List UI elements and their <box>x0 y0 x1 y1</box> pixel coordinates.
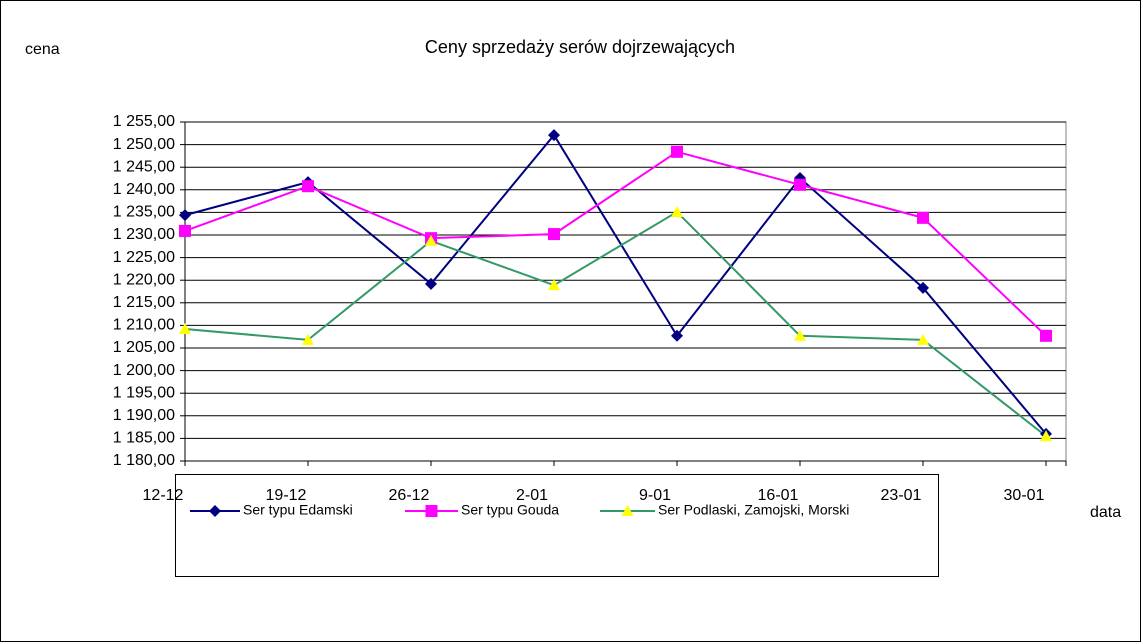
marker <box>671 329 683 342</box>
marker <box>425 277 437 290</box>
marker <box>179 224 191 237</box>
marker <box>1040 329 1052 342</box>
marker <box>302 180 314 193</box>
y-tick-label: 1 205,00 <box>113 339 175 356</box>
y-tick-label: 1 230,00 <box>113 226 175 243</box>
plot-area <box>184 121 1067 462</box>
series-line <box>184 133 1047 435</box>
marker <box>1040 430 1052 442</box>
marker <box>548 129 560 142</box>
y-tick-label: 1 220,00 <box>113 271 175 288</box>
y-tick-label: 1 250,00 <box>113 136 175 153</box>
marker <box>179 323 191 335</box>
marker <box>425 234 437 246</box>
series-line <box>184 150 1047 337</box>
marker <box>209 505 221 517</box>
x-tick-label: 9-01 <box>639 487 671 504</box>
marker <box>794 329 806 341</box>
marker <box>179 209 191 222</box>
y-tick-label: 1 240,00 <box>113 181 175 198</box>
marker <box>621 505 634 516</box>
marker <box>548 228 560 241</box>
y-tick-label: 1 235,00 <box>113 204 175 221</box>
marker <box>425 505 438 517</box>
x-tick-label: 23-01 <box>881 487 922 504</box>
x-tick-label: 16-01 <box>758 487 799 504</box>
series-line <box>184 210 1047 437</box>
y-axis-label: cena <box>25 41 60 58</box>
marker <box>917 281 929 294</box>
legend-label: Ser Podlaski, Zamojski, Morski <box>658 502 849 518</box>
y-tick-label: 1 180,00 <box>113 452 175 469</box>
y-tick-label: 1 190,00 <box>113 407 175 424</box>
y-tick-label: 1 215,00 <box>113 294 175 311</box>
y-tick-label: 1 210,00 <box>113 317 175 334</box>
legend-label: Ser typu Edamski <box>243 502 353 518</box>
marker <box>794 178 806 191</box>
marker <box>302 333 314 345</box>
y-tick-label: 1 185,00 <box>113 430 175 447</box>
marker <box>917 211 929 224</box>
marker <box>671 205 683 217</box>
legend-label: Ser typu Gouda <box>461 502 559 518</box>
marker <box>671 145 683 158</box>
marker <box>548 279 560 291</box>
y-tick-label: 1 225,00 <box>113 249 175 266</box>
x-tick-label: 19-12 <box>266 487 307 504</box>
y-tick-label: 1 245,00 <box>113 158 175 175</box>
y-tick-label: 1 200,00 <box>113 362 175 379</box>
x-axis-label: data <box>1090 504 1121 521</box>
chart-title: Ceny sprzedaży serów dojrzewających <box>425 37 735 57</box>
marker <box>917 333 929 345</box>
x-tick-label: 26-12 <box>389 487 430 504</box>
legend-box <box>175 474 939 577</box>
y-tick-label: 1 195,00 <box>113 384 175 401</box>
x-tick-label: 12-12 <box>143 487 184 504</box>
y-tick-label: 1 255,00 <box>113 113 175 130</box>
x-tick-label: 30-01 <box>1004 487 1045 504</box>
x-tick-label: 2-01 <box>516 487 548 504</box>
